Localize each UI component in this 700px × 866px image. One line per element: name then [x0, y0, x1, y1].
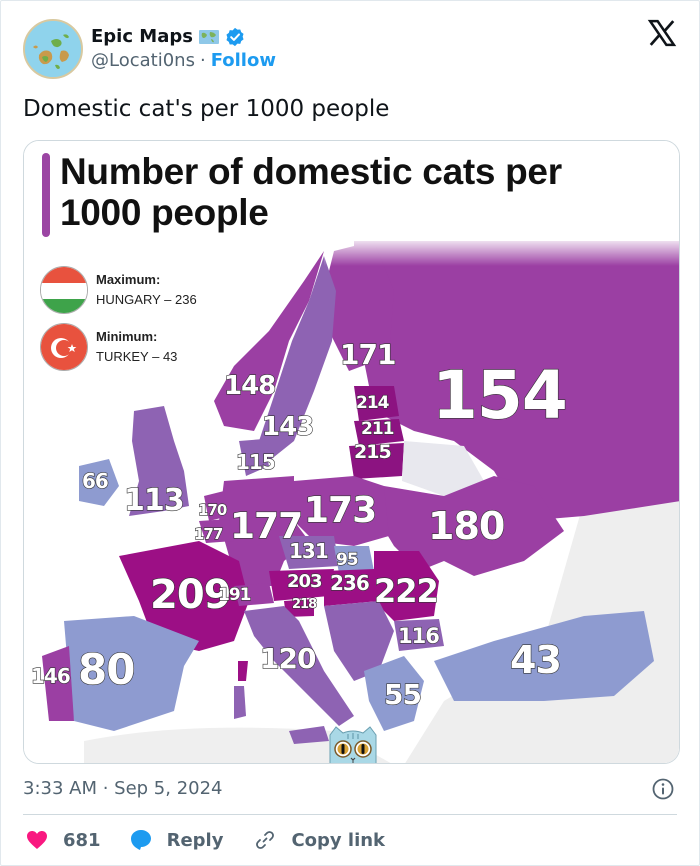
- label-greece: 55: [383, 678, 422, 711]
- label-netherlands: 170: [197, 501, 228, 519]
- label-estonia: 214: [355, 393, 390, 413]
- handle[interactable]: @Locati0ns: [91, 50, 195, 71]
- cat-face-icon: [329, 726, 377, 763]
- label-slovakia: 95: [335, 550, 359, 570]
- label-poland: 173: [303, 490, 377, 531]
- label-lithuania: 215: [353, 441, 392, 463]
- copy-link-label: Copy link: [291, 829, 386, 851]
- label-ireland: 66: [81, 469, 109, 493]
- like-button[interactable]: 681: [25, 828, 101, 852]
- verified-badge-icon: [226, 27, 244, 47]
- legend-max-label: Maximum:: [96, 272, 161, 287]
- label-bulgaria: 116: [397, 624, 440, 648]
- map-legend: Maximum: HUNGARY – 236 Minimum: TURKEY –…: [40, 266, 197, 380]
- label-switzerland: 191: [217, 585, 252, 605]
- avatar[interactable]: [23, 19, 83, 79]
- follow-button[interactable]: Follow: [210, 50, 276, 71]
- label-russia: 154: [431, 357, 568, 434]
- x-logo-icon[interactable]: [647, 18, 677, 48]
- display-name[interactable]: Epic Maps: [91, 26, 193, 47]
- map-title: Number of domestic cats per 1000 people: [60, 151, 562, 233]
- flat-earth-map-avatar-icon: [25, 21, 81, 77]
- tweet-actions: 681 Reply Copy link: [25, 825, 385, 855]
- reply-button[interactable]: Reply: [129, 828, 224, 852]
- label-austria: 203: [286, 571, 323, 592]
- turkey-flag-icon: [40, 323, 88, 371]
- link-icon: [256, 831, 275, 849]
- label-belgium: 177: [193, 525, 224, 543]
- copy-link-button[interactable]: Copy link: [253, 828, 385, 852]
- label-italy: 120: [259, 642, 317, 675]
- divider: [23, 814, 677, 815]
- label-slovenia: 218: [291, 597, 317, 612]
- label-portugal: 146: [30, 664, 71, 688]
- speech-bubble-icon: [130, 830, 151, 850]
- heart-icon: [27, 831, 47, 849]
- separator: ·: [199, 50, 206, 71]
- label-france: 209: [149, 572, 232, 618]
- label-denmark: 115: [235, 450, 276, 474]
- title-accent-bar: [42, 153, 50, 237]
- legend-maximum: Maximum: HUNGARY – 236: [40, 266, 197, 314]
- label-finland: 171: [339, 338, 397, 371]
- legend-max-value: HUNGARY – 236: [96, 292, 197, 307]
- reply-label: Reply: [166, 829, 224, 851]
- label-hungary: 236: [329, 571, 370, 595]
- label-turkey: 43: [509, 638, 562, 682]
- legend-min-label: Minimum:: [96, 329, 158, 344]
- label-uk: 113: [123, 483, 185, 518]
- info-icon[interactable]: [651, 777, 675, 801]
- label-spain: 80: [77, 645, 136, 694]
- like-count: 681: [63, 829, 101, 851]
- tweet-header: Epic Maps @Locati0ns · Follow: [23, 17, 276, 81]
- hungary-flag-icon: [40, 266, 88, 314]
- tweet-text: Domestic cat's per 1000 people: [23, 96, 390, 122]
- world-map-emoji-icon: [198, 30, 219, 44]
- label-sweden: 143: [261, 412, 314, 442]
- legend-minimum: Minimum: TURKEY – 43: [40, 323, 197, 371]
- label-romania: 222: [373, 572, 439, 610]
- tweet-image[interactable]: Number of domestic cats per 1000 people …: [23, 140, 680, 764]
- label-latvia: 211: [360, 419, 395, 439]
- account-names: Epic Maps @Locati0ns · Follow: [91, 25, 276, 73]
- label-ukraine: 180: [427, 504, 506, 548]
- label-norway: 148: [223, 371, 276, 401]
- tweet-timestamp[interactable]: 3:33 AM · Sep 5, 2024: [23, 778, 223, 799]
- label-germany: 177: [229, 506, 303, 547]
- legend-min-value: TURKEY – 43: [96, 349, 178, 364]
- label-czechia: 131: [288, 539, 329, 563]
- europe-choropleth-map: [24, 141, 679, 763]
